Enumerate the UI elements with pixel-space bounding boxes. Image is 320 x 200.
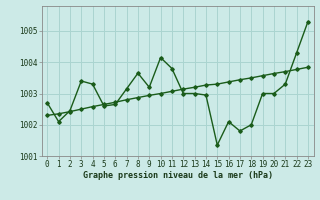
- X-axis label: Graphe pression niveau de la mer (hPa): Graphe pression niveau de la mer (hPa): [83, 171, 273, 180]
